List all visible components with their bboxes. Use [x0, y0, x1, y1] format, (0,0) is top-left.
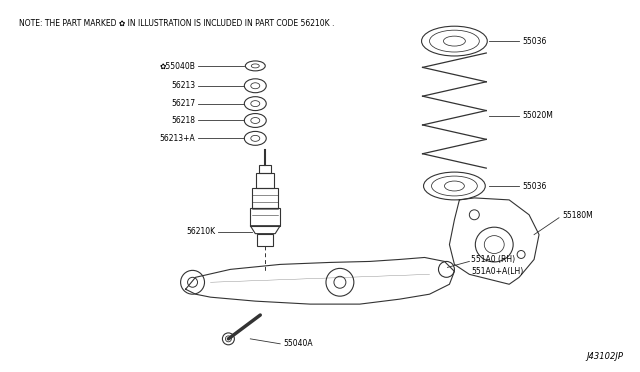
Text: 56217: 56217 [172, 99, 196, 108]
Bar [257, 234, 273, 246]
Bar [259, 165, 271, 173]
Text: 56213: 56213 [172, 81, 196, 90]
Text: NOTE: THE PART MARKED ✿ IN ILLUSTRATION IS INCLUDED IN PART CODE 56210K .: NOTE: THE PART MARKED ✿ IN ILLUSTRATION … [19, 19, 335, 28]
Bar [250, 208, 280, 226]
Text: 55040A: 55040A [283, 339, 313, 348]
Text: 56218: 56218 [172, 116, 196, 125]
Bar [256, 173, 274, 188]
Text: 55020M: 55020M [522, 111, 553, 120]
Text: 56213+A: 56213+A [160, 134, 196, 143]
Text: 551A0 (RH): 551A0 (RH) [471, 255, 515, 264]
Text: 55036: 55036 [522, 182, 547, 190]
Text: 55180M: 55180M [562, 211, 593, 220]
Text: ✿55040B: ✿55040B [159, 61, 196, 70]
Text: 55036: 55036 [522, 36, 547, 46]
Text: 56210K: 56210K [186, 227, 216, 236]
Bar [252, 188, 278, 208]
Text: J43102JP: J43102JP [587, 352, 623, 361]
Text: 551A0+A(LH): 551A0+A(LH) [471, 267, 524, 276]
